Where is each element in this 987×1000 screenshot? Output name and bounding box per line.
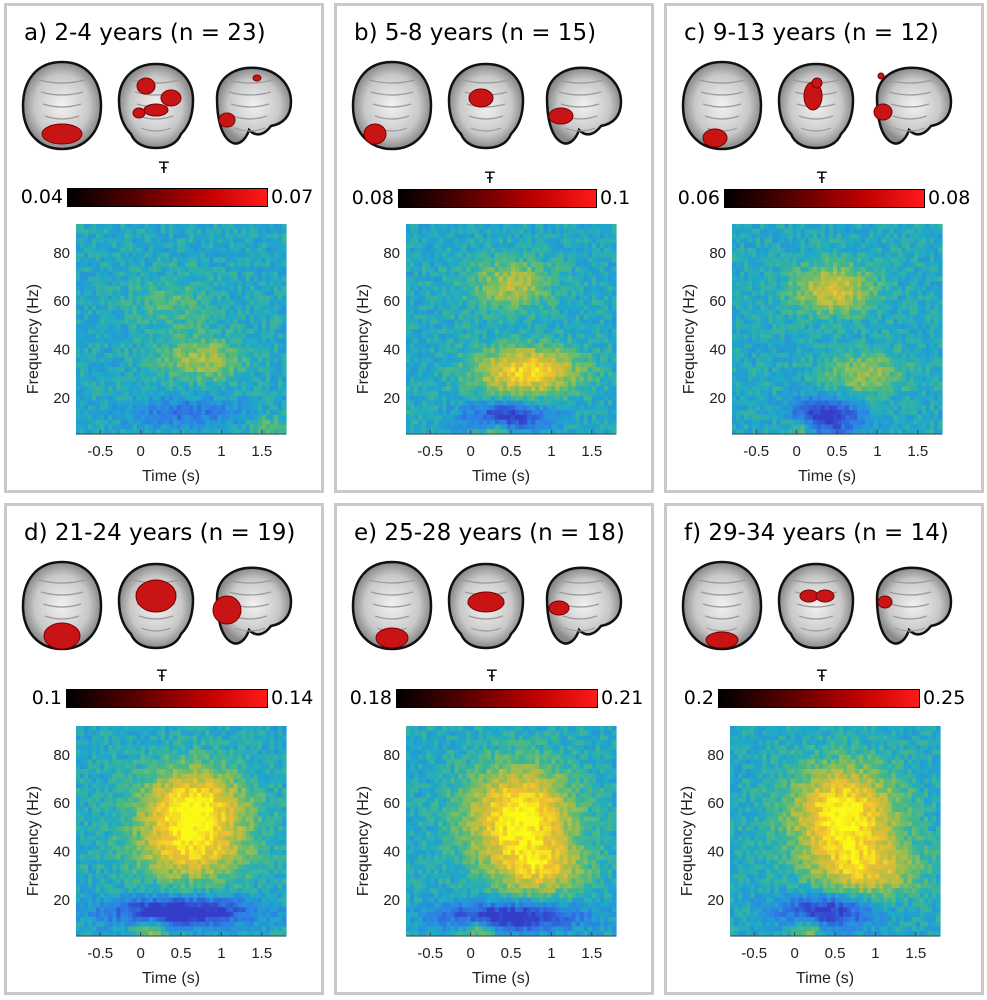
panel-title: a) 2-4 years (n = 23) (24, 20, 266, 46)
colorbar-max-label: 0.08 (928, 187, 971, 209)
colorbar (398, 189, 597, 208)
colorbar-min-label: 0.08 (351, 187, 394, 209)
sagittal-brain-slice (205, 58, 295, 158)
axial-brain-slice (17, 58, 107, 158)
coronal-brain-slice (441, 58, 531, 158)
panel-a: a) 2-4 years (n = 23) Ŧ (4, 3, 324, 493)
colorbar-min-label: 0.04 (20, 186, 63, 208)
panel-c: c) 9-13 years (n = 12) Ŧ (664, 3, 984, 493)
colorbar-max-label: 0.07 (271, 186, 314, 208)
axial-brain-slice (677, 58, 767, 158)
colorbar-min-label: 0.06 (677, 187, 720, 209)
coronal-brain-slice (111, 58, 201, 158)
t-marker-icon: Ŧ (485, 168, 495, 187)
coronal-brain-slice (771, 58, 861, 158)
sagittal-brain-slice (535, 58, 625, 158)
colorbar (724, 189, 925, 208)
axial-brain-slice (347, 58, 437, 158)
sagittal-brain-slice (865, 58, 955, 158)
colorbar (67, 188, 268, 207)
t-marker-icon: Ŧ (817, 168, 827, 187)
panel-title: b) 5-8 years (n = 15) (354, 20, 597, 46)
colorbar-max-label: 0.1 (600, 187, 631, 209)
t-marker-icon: Ŧ (159, 158, 169, 177)
panel-title: c) 9-13 years (n = 12) (684, 20, 939, 46)
panel-b: b) 5-8 years (n = 15) Ŧ (334, 3, 654, 493)
